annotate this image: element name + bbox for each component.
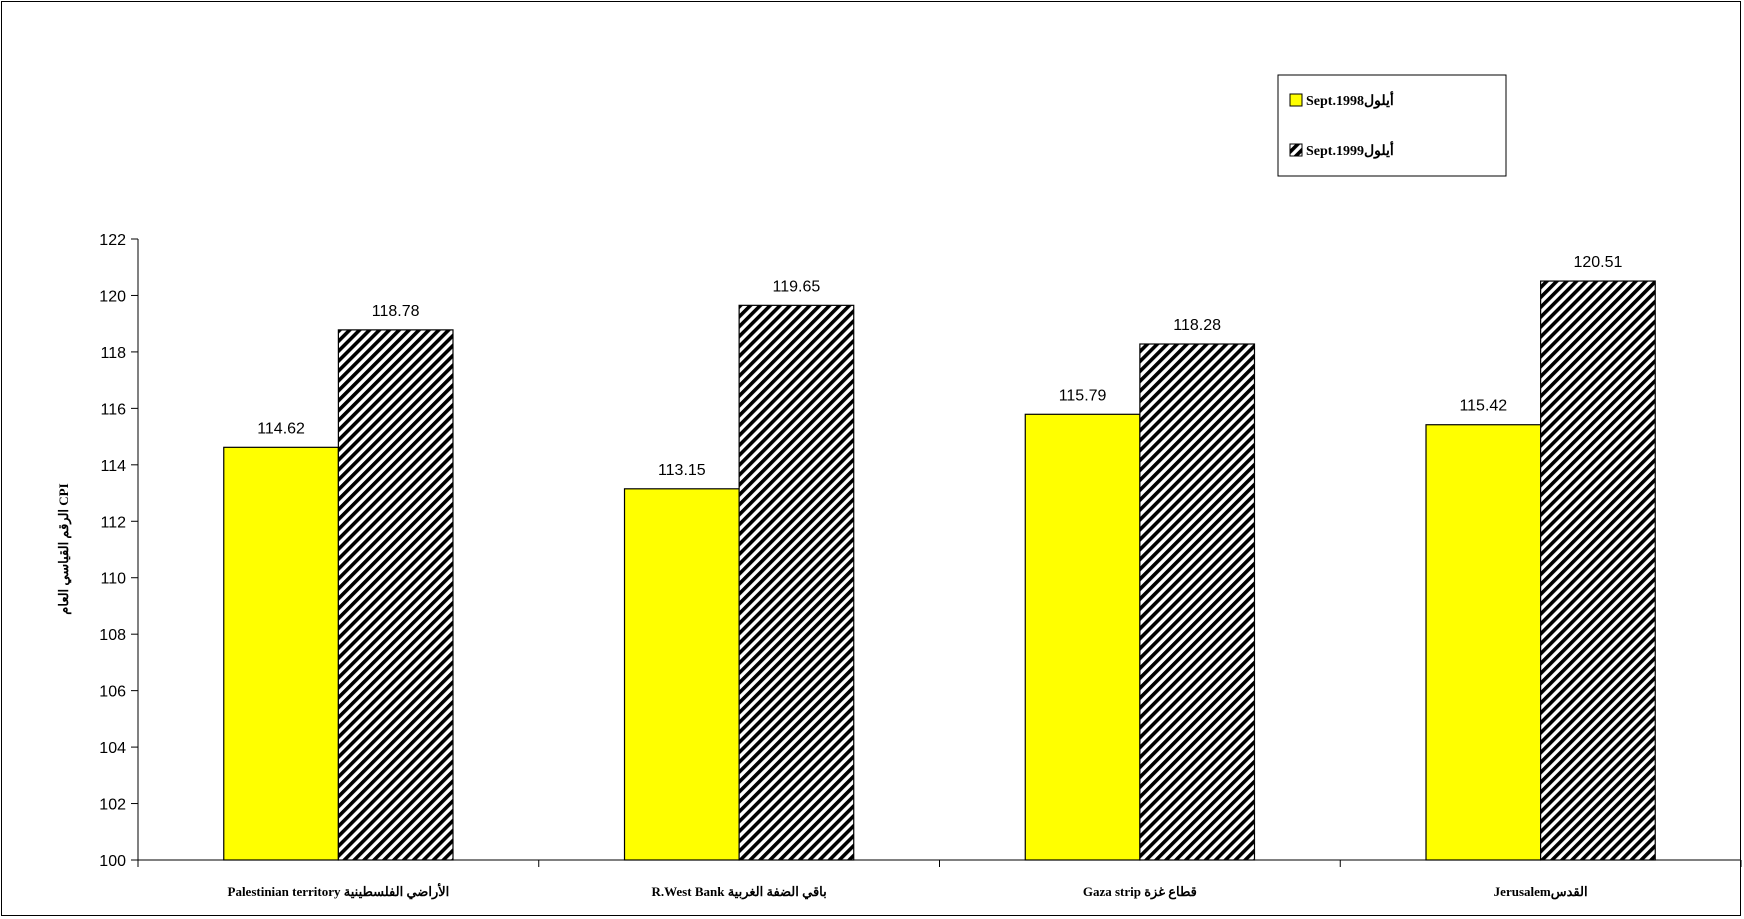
bars [223,280,1656,861]
y-tick-label: 100 [99,853,126,870]
bar-series-1 [1024,413,1141,861]
data-label: 114.62 [257,420,305,437]
data-label: 118.78 [372,303,420,320]
data-label: 113.15 [658,462,706,479]
legend-swatch [1289,93,1303,107]
data-label: 115.42 [1459,398,1507,415]
bar-series-2 [738,304,855,861]
bar-series-1 [223,446,339,861]
legend-label: Sept.أيلول1999 [1306,140,1394,159]
y-tick-label: 110 [100,571,126,588]
y-tick-label: 122 [99,232,126,249]
y-axis-title: الرقم القياسي العام CPI [56,483,72,614]
legend-label: Sept.أيلول1998 [1306,90,1394,109]
bar-series-2 [1139,343,1256,861]
y-tick-label: 108 [99,627,126,644]
category-label: R.West Bank باقي الضفة الغربية [651,884,826,900]
bar-series-1 [1425,424,1542,861]
y-tick-label: 120 [99,288,126,305]
bar-series-1 [623,488,740,861]
data-label: 120.51 [1573,254,1622,271]
y-tick-label: 106 [99,684,126,701]
y-tick-label: 102 [99,797,126,814]
y-tick-label: 114 [100,458,126,475]
data-label: 118.28 [1173,317,1221,334]
category-label: Gaza strip قطاع غزة [1083,884,1197,900]
y-tick-label: 104 [99,740,126,757]
legend: Sept.أيلول1998 Sept.أيلول1999 [1277,74,1507,177]
legend-box [1277,74,1507,177]
labels: 114.62 118.78 Palestinian territory الأراض… [228,254,1623,900]
y-tick-label: 112 [100,514,126,531]
category-label: Palestinian territory الأراضي الفلسطينية [228,883,450,900]
y-tick-label: 116 [100,401,126,418]
legend-swatch [1289,143,1303,157]
bar-series-2 [1540,280,1656,861]
data-label: 115.79 [1059,387,1107,404]
category-label: Jerusalemالقدس [1494,884,1588,900]
bar-series-2 [337,329,454,861]
y-tick-label: 118 [100,345,126,362]
data-label: 119.65 [773,278,821,295]
